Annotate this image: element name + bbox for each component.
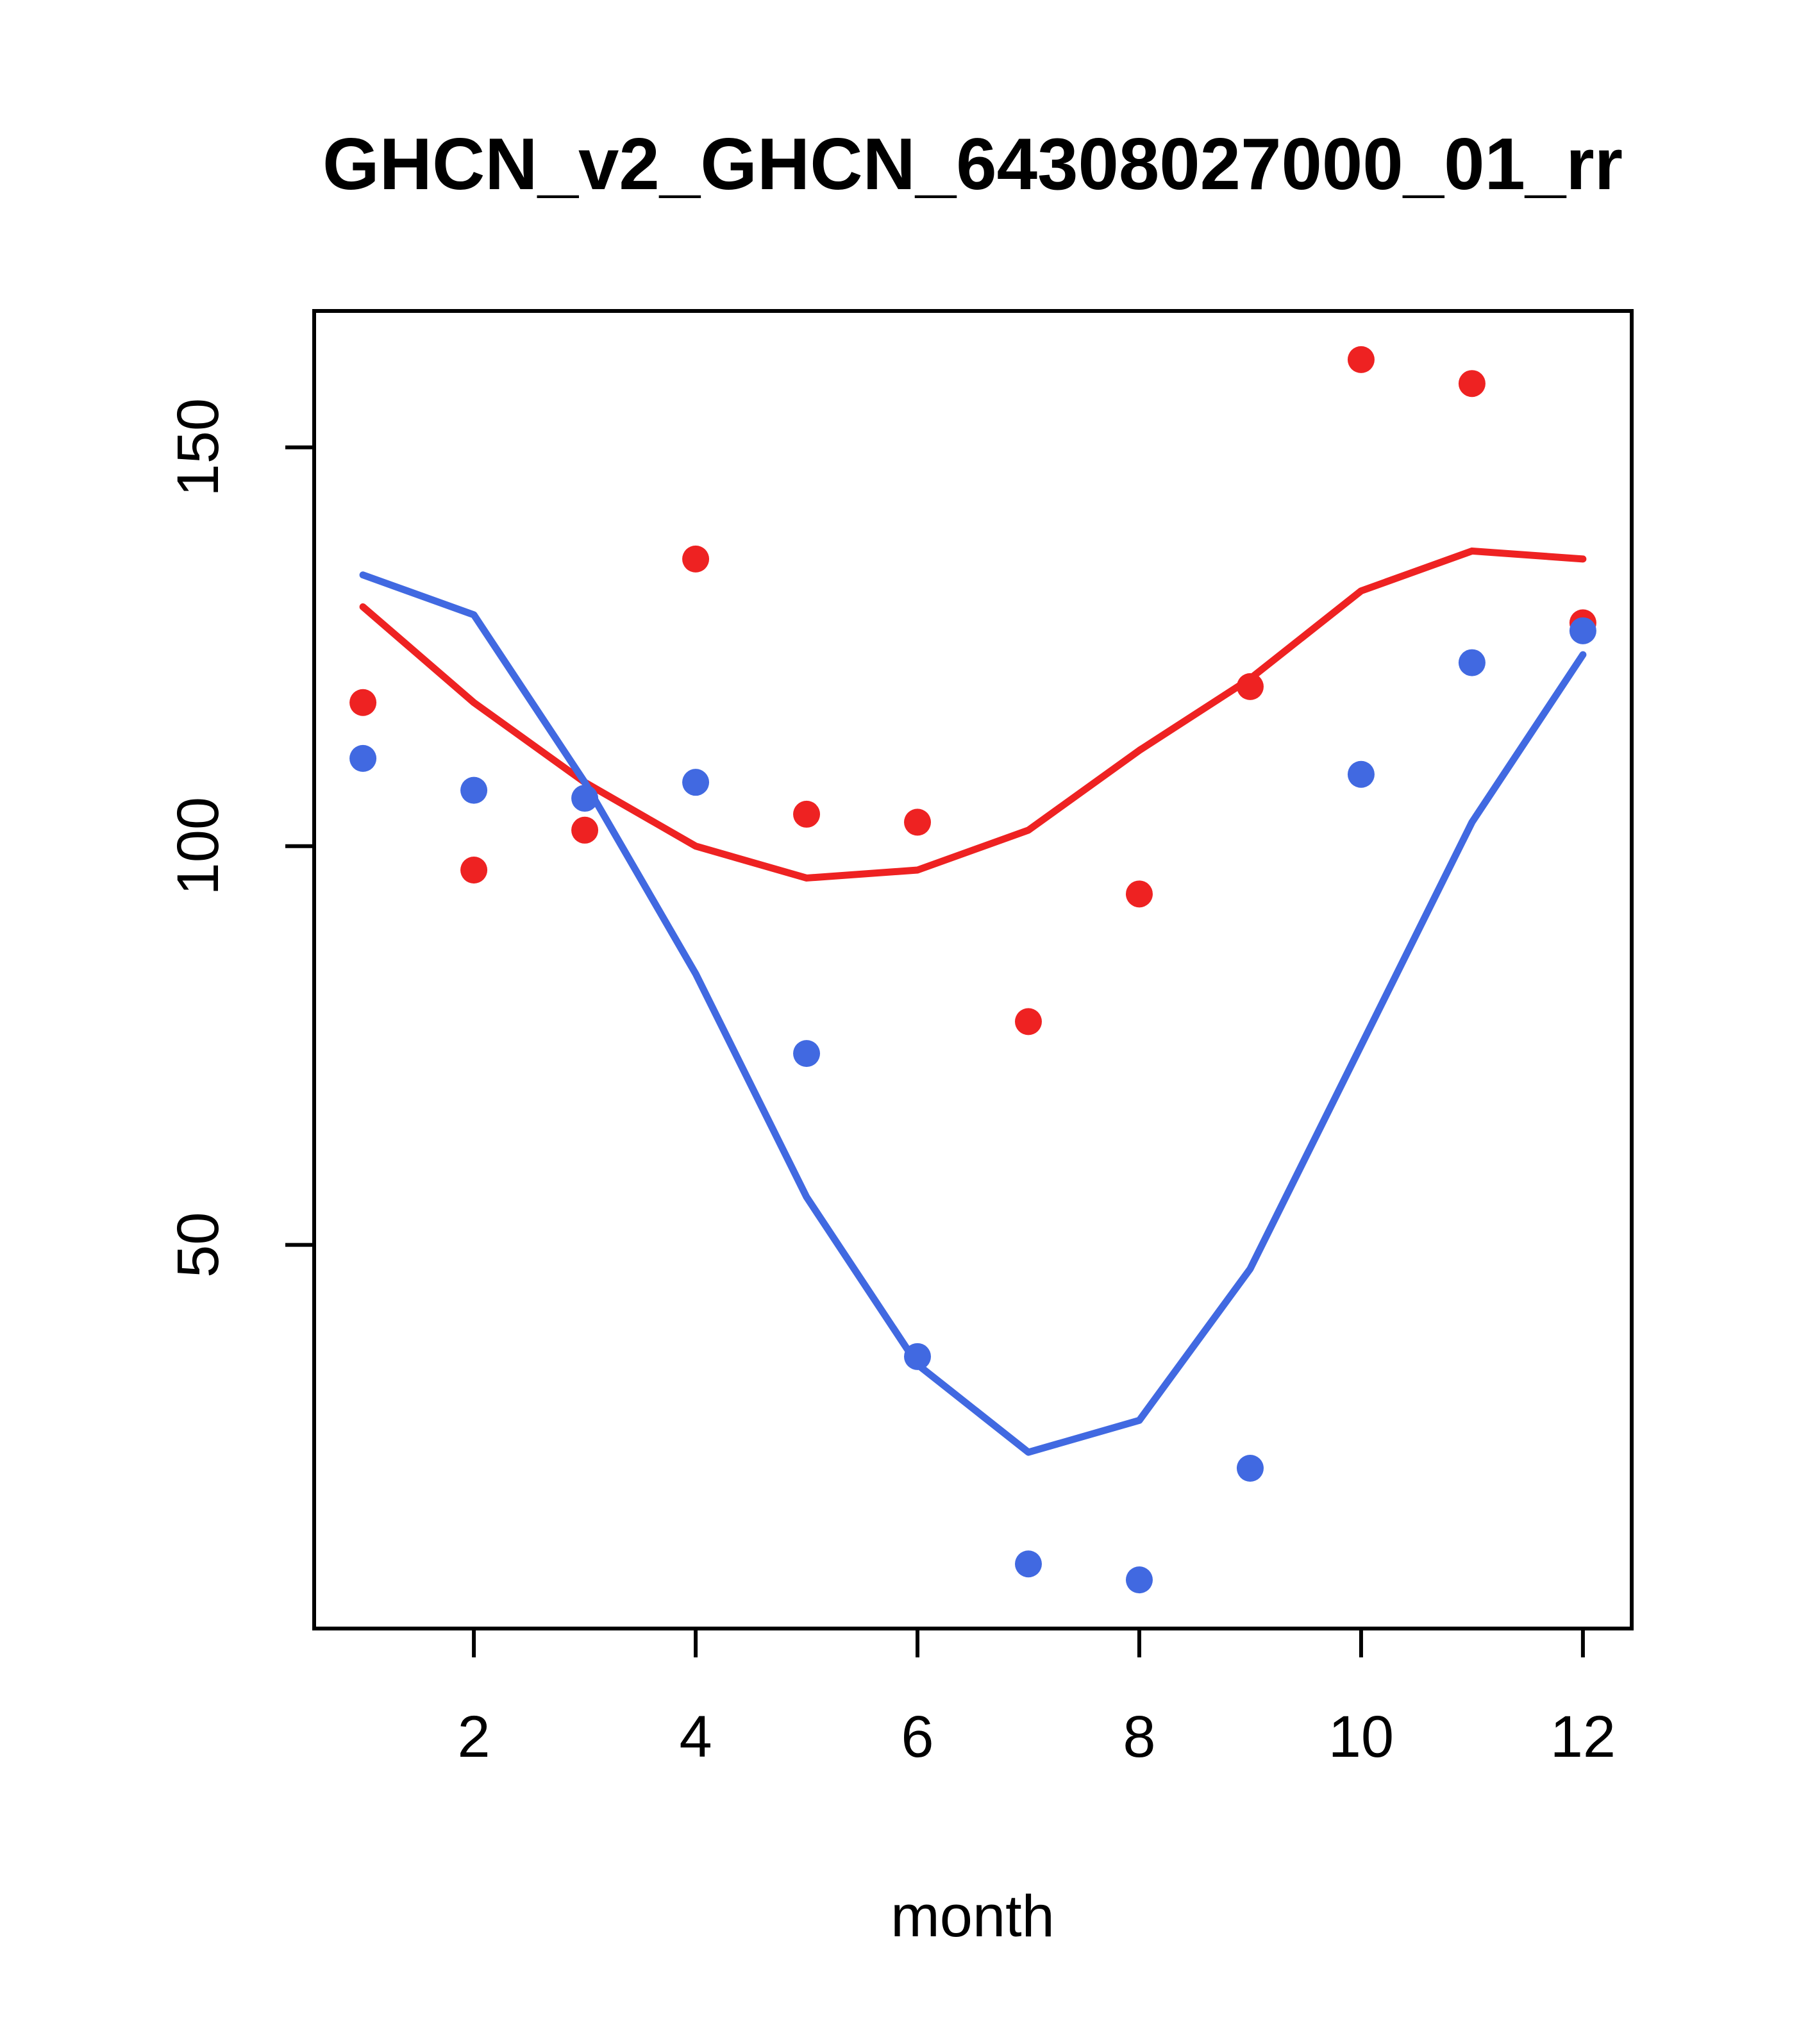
blue-point: [904, 1343, 932, 1370]
blue-point: [349, 744, 377, 772]
y-tick-label: 150: [165, 398, 231, 497]
x-tick-label: 10: [1328, 1704, 1394, 1770]
x-tick-label: 2: [458, 1704, 490, 1770]
red-point: [571, 816, 599, 844]
red-point: [1458, 370, 1486, 398]
x-tick-label: 12: [1550, 1704, 1616, 1770]
blue-line: [359, 571, 1587, 1456]
red-point: [793, 800, 821, 828]
blue-point: [1125, 1566, 1153, 1594]
blue-point: [793, 1040, 821, 1068]
red-point: [682, 545, 710, 573]
chart-title: GHCN_v2_GHCN_64308027000_01_rr: [322, 124, 1623, 205]
red-point: [904, 808, 932, 836]
blue-point: [1347, 760, 1375, 788]
red-point: [460, 857, 488, 884]
plot-border: [312, 309, 1634, 1630]
blue-point: [1014, 1550, 1042, 1578]
plot-area: 2 4 6 8 10 12 50 100 150: [165, 309, 1634, 1770]
blue-point: [1569, 617, 1596, 644]
red-point: [1014, 1008, 1042, 1035]
x-tick-label: 6: [901, 1704, 934, 1770]
x-axis-label: month: [891, 1884, 1055, 1949]
y-tick-label: 50: [165, 1212, 231, 1277]
x-tick-label: 4: [679, 1704, 712, 1770]
blue-point: [1236, 1454, 1264, 1482]
red-point: [1236, 673, 1264, 700]
x-tick-label: 8: [1123, 1704, 1155, 1770]
blue-point: [1458, 649, 1486, 676]
blue-point: [682, 769, 710, 796]
blue-point: [571, 785, 599, 812]
red-point: [1125, 880, 1153, 908]
blue-point: [460, 776, 488, 804]
red-line: [359, 547, 1587, 882]
red-point: [1347, 346, 1375, 373]
red-point: [349, 689, 377, 716]
y-tick-label: 100: [165, 797, 231, 896]
